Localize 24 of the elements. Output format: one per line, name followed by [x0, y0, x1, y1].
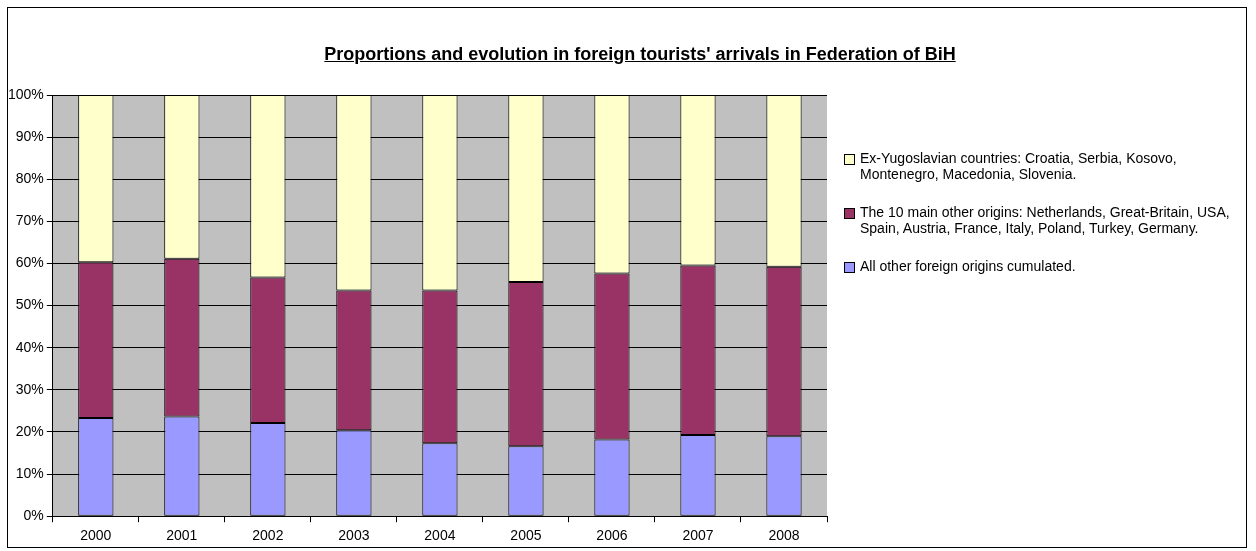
y-tick-label: 90%	[15, 127, 44, 144]
x-tick-label: 2000	[80, 527, 112, 544]
y-tick-label: 30%	[15, 380, 44, 397]
chart-title: Proportions and evolution in foreign tourists' arrivals in Federation of BiH	[323, 44, 957, 65]
x-tick-label: 2002	[252, 527, 284, 544]
y-tick-label: 10%	[15, 464, 44, 481]
y-tick-label: 100%	[7, 85, 44, 102]
x-tick-label: 2008	[768, 527, 800, 544]
legend-label: Ex-Yugoslavian countries: Croatia, Serbia, Kosovo, Montenegro, Macedonia, Slovenia.	[860, 150, 1178, 182]
y-tick-label: 70%	[15, 212, 44, 229]
y-tick-label: 40%	[15, 338, 44, 355]
legend-label: The 10 main other origins: Netherlands, Great-Britain, USA, Spain, Austria, France, Italy, Poland, Turkey, Germany.	[860, 204, 1231, 236]
y-tick-label: 0%	[23, 507, 44, 524]
y-tick-label: 20%	[15, 422, 44, 439]
x-tick-label: 2004	[424, 527, 456, 544]
y-tick-label: 50%	[15, 296, 44, 313]
y-tick-label: 60%	[15, 254, 44, 271]
x-tick-label: 2003	[338, 527, 370, 544]
x-tick-label: 2006	[596, 527, 628, 544]
legend-label: All other foreign origins cumulated.	[860, 258, 1076, 274]
x-tick-label: 2005	[510, 527, 542, 544]
x-tick-label: 2001	[166, 527, 198, 544]
y-tick-label: 80%	[15, 170, 44, 187]
x-tick-label: 2007	[682, 527, 714, 544]
